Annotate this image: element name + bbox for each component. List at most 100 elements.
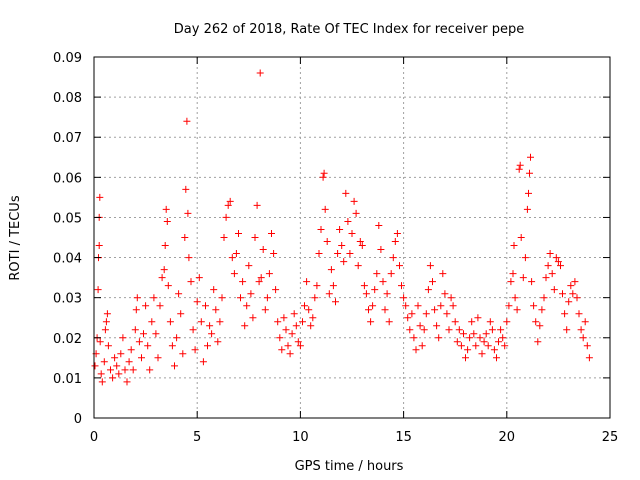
data-point-marker: [228, 254, 236, 262]
data-point-marker: [441, 290, 449, 298]
data-point-marker: [393, 230, 401, 237]
data-point-marker: [426, 262, 434, 270]
data-point-marker: [179, 350, 187, 358]
data-point-marker: [241, 322, 249, 330]
data-point-marker: [259, 246, 267, 253]
data-point-marker: [550, 286, 558, 294]
data-point-marker: [554, 258, 562, 266]
data-point-marker: [247, 290, 255, 298]
data-point-marker: [181, 234, 189, 241]
data-point-marker: [526, 169, 533, 177]
data-point-marker: [232, 250, 240, 257]
data-point-marker: [381, 306, 389, 314]
data-point-marker: [296, 342, 304, 350]
data-point-marker: [212, 306, 220, 314]
data-point-marker: [472, 342, 480, 350]
data-point-marker: [342, 189, 350, 197]
data-point-marker: [478, 350, 486, 358]
data-point-marker: [255, 278, 263, 286]
data-point-marker: [571, 278, 579, 286]
data-point-marker: [325, 290, 333, 298]
data-point-marker: [431, 306, 439, 314]
data-point-marker: [334, 250, 342, 257]
data-point-marker: [346, 250, 354, 257]
data-point-marker: [189, 326, 197, 334]
data-point-marker: [91, 362, 99, 370]
data-point-marker: [371, 286, 379, 294]
data-point-marker: [534, 338, 542, 346]
data-point-marker: [156, 302, 164, 310]
data-point-marker: [313, 282, 321, 290]
data-point-marker: [315, 250, 323, 257]
data-point-marker: [290, 310, 298, 318]
data-point-marker: [503, 318, 511, 326]
data-point-marker: [323, 238, 331, 245]
data-point-marker: [102, 318, 110, 326]
data-point-marker: [257, 274, 265, 282]
data-point-marker: [276, 334, 284, 342]
data-point-marker: [476, 334, 484, 342]
data-point-marker: [226, 197, 234, 205]
y-tick-label: 0.04: [53, 252, 82, 267]
data-point-marker: [488, 326, 496, 334]
data-point-marker: [510, 242, 518, 249]
data-point-marker: [468, 318, 476, 326]
y-tick-label: 0.07: [53, 131, 82, 146]
data-point-marker: [94, 286, 102, 294]
data-point-marker: [338, 242, 346, 249]
data-point-marker: [245, 262, 253, 270]
data-point-marker: [216, 318, 224, 326]
data-point-marker: [443, 310, 451, 318]
data-point-marker: [383, 290, 391, 298]
data-point-marker: [243, 302, 251, 310]
data-point-marker: [414, 302, 422, 310]
data-point-marker: [362, 290, 370, 298]
data-point-marker: [516, 161, 524, 169]
data-point-marker: [142, 302, 150, 310]
data-point-marker: [161, 242, 169, 249]
data-point-marker: [474, 314, 482, 322]
data-point-marker: [546, 250, 554, 257]
data-point-marker: [154, 354, 162, 362]
data-point-marker: [317, 226, 325, 233]
data-point-marker: [158, 274, 166, 282]
data-point-marker: [561, 310, 569, 318]
data-point-marker: [272, 286, 280, 294]
data-point-marker: [447, 294, 455, 302]
data-point-marker: [402, 302, 410, 310]
data-point-marker: [133, 294, 141, 302]
chart-title: Day 262 of 2018, Rate Of TEC Index for r…: [174, 22, 524, 37]
data-point-marker: [497, 326, 505, 334]
data-point-marker: [278, 346, 286, 354]
data-point-marker: [530, 302, 538, 310]
data-point-marker: [548, 270, 556, 278]
data-point-marker: [204, 342, 211, 350]
data-point-marker: [101, 326, 109, 334]
data-point-marker: [420, 326, 428, 334]
data-point-marker: [256, 69, 264, 77]
data-point-marker: [424, 286, 432, 294]
data-point-marker: [195, 274, 203, 282]
data-point-marker: [150, 294, 158, 302]
data-point-marker: [263, 294, 271, 302]
x-axis-title: GPS time / hours: [295, 459, 404, 474]
data-point-marker: [542, 274, 550, 282]
data-point-marker: [288, 330, 296, 338]
data-point-marker: [284, 342, 292, 350]
data-point-marker: [449, 302, 457, 310]
data-point-marker: [199, 358, 207, 366]
data-point-marker: [439, 270, 447, 278]
data-point-marker: [119, 334, 127, 342]
data-point-marker: [577, 326, 585, 334]
data-point-marker: [104, 342, 112, 350]
data-point-marker: [309, 314, 317, 322]
data-point-marker: [540, 294, 548, 302]
data-point-marker: [96, 338, 104, 346]
data-point-marker: [146, 366, 154, 374]
data-point-marker: [544, 262, 552, 270]
data-point-marker: [131, 326, 139, 334]
data-point-marker: [166, 318, 174, 326]
data-point-marker: [379, 278, 387, 286]
data-point-marker: [391, 238, 399, 245]
data-point-marker: [398, 282, 405, 290]
